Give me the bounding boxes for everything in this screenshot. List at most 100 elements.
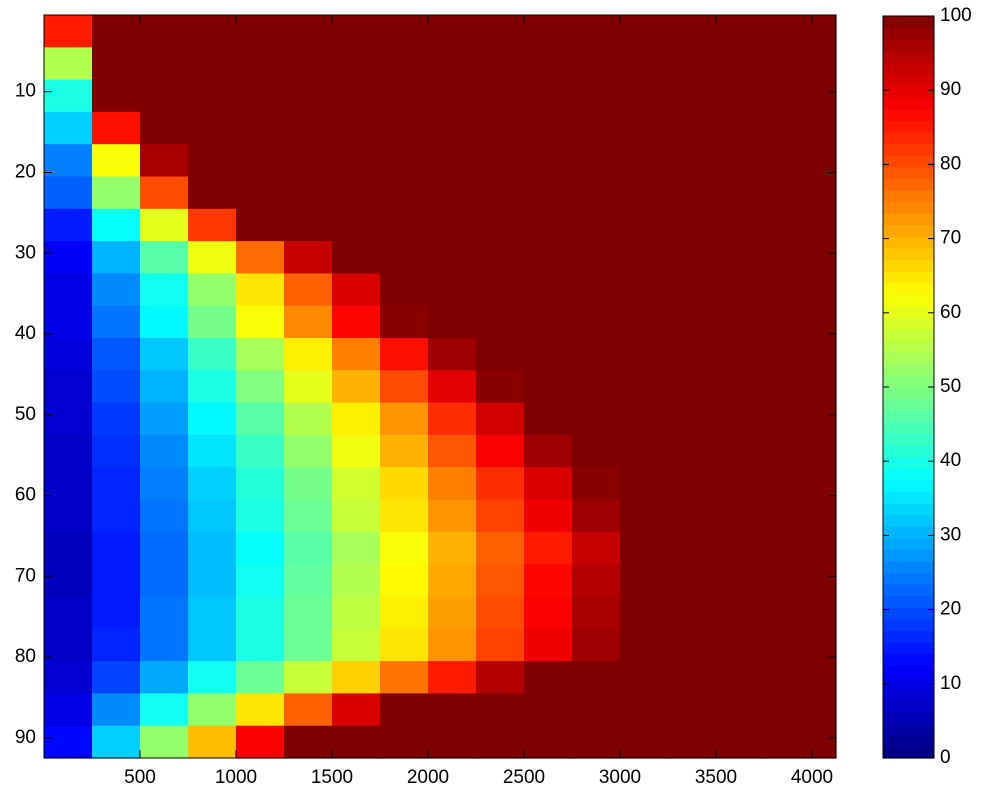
heatmap-cell <box>188 693 237 727</box>
heatmap-cell <box>716 725 765 759</box>
heatmap-cell <box>572 564 621 598</box>
heatmap-cell <box>476 176 525 210</box>
colorbar-swatch <box>883 282 934 295</box>
x-tick-label: 2500 <box>503 767 545 788</box>
heatmap-cell <box>476 661 525 694</box>
heatmap-cell <box>620 467 669 501</box>
colorbar-swatch <box>883 155 934 168</box>
heatmap-cell <box>668 499 717 533</box>
heatmap-cell <box>380 402 429 436</box>
heatmap-cell <box>236 273 285 307</box>
heatmap-cell <box>668 402 717 436</box>
heatmap-cell <box>476 725 525 759</box>
heatmap-cell <box>188 144 237 178</box>
heatmap-cell <box>812 661 837 694</box>
colorbar-tick-label: 10 <box>940 673 961 694</box>
heatmap-cell <box>284 434 333 468</box>
heatmap-cell <box>620 305 669 339</box>
heatmap-cell <box>92 725 141 759</box>
heatmap-cell <box>140 338 189 371</box>
heatmap-cell <box>764 693 813 727</box>
heatmap-cell <box>668 79 717 113</box>
heatmap-cell <box>332 208 381 242</box>
colorbar-swatch <box>883 653 934 666</box>
colorbar-swatch <box>883 108 934 121</box>
heatmap-cell <box>188 338 237 371</box>
heatmap-cell <box>620 370 669 404</box>
heatmap-cell <box>380 273 429 307</box>
heatmap-cell <box>284 725 333 759</box>
colorbar-swatch <box>883 224 934 237</box>
y-tick-label: 50 <box>15 404 36 425</box>
heatmap-cell <box>284 111 333 145</box>
heatmap-cell <box>236 725 285 759</box>
heatmap-cell <box>380 338 429 371</box>
heatmap-cell <box>380 434 429 468</box>
heatmap-cell <box>380 176 429 210</box>
heatmap-cell <box>44 208 93 242</box>
heatmap-cell <box>44 241 93 275</box>
heatmap-cell <box>236 79 285 113</box>
heatmap-cell <box>140 402 189 436</box>
heatmap-cell <box>668 111 717 145</box>
heatmap-cell <box>476 596 525 630</box>
heatmap-cell <box>620 15 669 48</box>
heatmap-cell <box>716 111 765 145</box>
heatmap-cell <box>716 499 765 533</box>
colorbar-swatch <box>883 560 934 574</box>
heatmap-cell <box>476 111 525 145</box>
heatmap-cell <box>92 531 141 565</box>
heatmap-cell <box>332 47 381 81</box>
heatmap-cell <box>332 111 381 145</box>
heatmap-cell <box>332 499 381 533</box>
heatmap-cell <box>668 564 717 598</box>
heatmap-cell <box>92 628 141 662</box>
heatmap-cell <box>524 208 573 242</box>
heatmap-cell <box>140 47 189 81</box>
heatmap-cell <box>620 79 669 113</box>
heatmap-cell <box>572 661 621 694</box>
heatmap-cell <box>284 564 333 598</box>
heatmap-cell <box>476 467 525 501</box>
heatmap-cell <box>332 596 381 630</box>
heatmap-cell <box>812 338 837 371</box>
heatmap-cell <box>812 693 837 727</box>
y-tick-label: 10 <box>15 81 36 102</box>
heatmap-cell <box>188 273 237 307</box>
heatmap-cell <box>572 531 621 565</box>
heatmap-cell <box>428 564 477 598</box>
heatmap-cell <box>428 305 477 339</box>
heatmap-cell <box>284 661 333 694</box>
heatmap-cell <box>428 338 477 371</box>
colorbar-swatch <box>883 734 934 748</box>
heatmap-cell <box>668 338 717 371</box>
heatmap-cell <box>44 47 93 81</box>
heatmap-cell <box>476 628 525 662</box>
heatmap-cell <box>476 144 525 178</box>
heatmap-cell <box>764 596 813 630</box>
heatmap-cell <box>92 176 141 210</box>
heatmap-cell <box>668 467 717 501</box>
colorbar-swatch <box>883 491 934 504</box>
heatmap-cell <box>332 15 381 48</box>
heatmap-cell <box>380 531 429 565</box>
x-tick-label: 2000 <box>407 767 449 788</box>
colorbar-swatch <box>883 688 934 701</box>
heatmap-cell <box>668 531 717 565</box>
y-tick-label: 60 <box>15 485 36 506</box>
heatmap-cell <box>44 176 93 210</box>
heatmap-cell <box>236 241 285 275</box>
colorbar-swatch <box>883 468 934 481</box>
heatmap-cell <box>620 434 669 468</box>
colorbar-tick-label: 80 <box>940 153 961 174</box>
colorbar-swatch <box>883 329 934 342</box>
heatmap-cell <box>668 176 717 210</box>
colorbar-swatch <box>883 259 934 272</box>
heatmap-cell <box>44 434 93 468</box>
heatmap-cell <box>188 305 237 339</box>
heatmap-cell <box>332 725 381 759</box>
heatmap-cell <box>764 338 813 371</box>
heatmap-cell <box>812 241 837 275</box>
heatmap-cell <box>716 338 765 371</box>
